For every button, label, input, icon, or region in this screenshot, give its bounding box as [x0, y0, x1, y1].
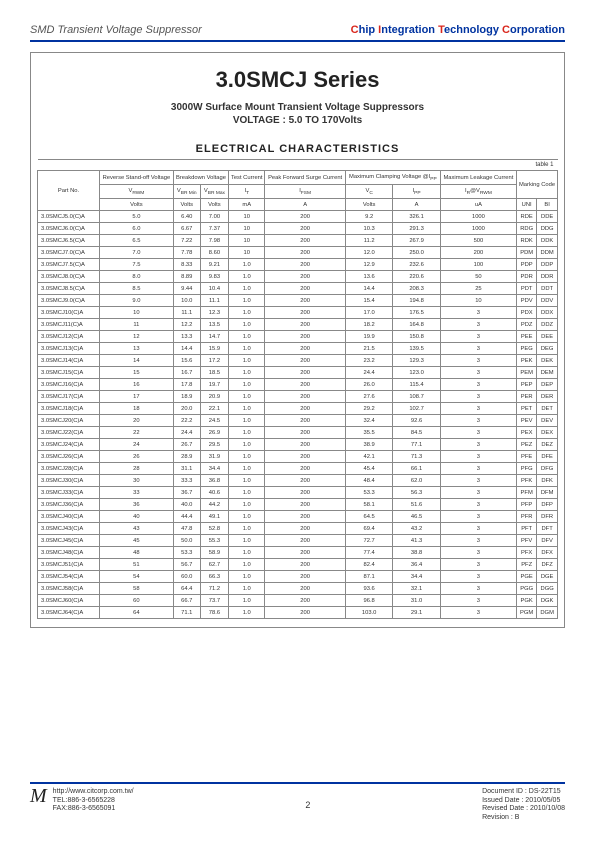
table-row: 3.0SMCJ7.0(C)A7.07.788.601020012.0250.02… [38, 247, 558, 259]
header-rule [30, 40, 565, 42]
cell-partno: 3.0SMCJ36(C)A [38, 499, 100, 511]
table-row: 3.0SMCJ6.5(C)A6.57.227.981020011.2267.95… [38, 235, 558, 247]
table-header-row: Part No. Reverse Stand-off Voltage Break… [38, 171, 558, 185]
cell-partno: 3.0SMCJ11(C)A [38, 319, 100, 331]
title-block: 3.0SMCJ Series 3000W Surface Mount Trans… [31, 53, 564, 137]
table-row: 3.0SMCJ26(C)A2628.931.91.020042.171.33PF… [38, 451, 558, 463]
col-reverse: Reverse Stand-off Voltage [100, 171, 174, 185]
table-row: 3.0SMCJ15(C)A1516.718.51.020024.4123.03P… [38, 367, 558, 379]
table-row: 3.0SMCJ17(C)A1718.920.91.020027.6108.73P… [38, 391, 558, 403]
table-row: 3.0SMCJ64(C)A6471.178.61.0200103.029.13P… [38, 607, 558, 619]
cell-partno: 3.0SMCJ40(C)A [38, 511, 100, 523]
table-row: 3.0SMCJ16(C)A1617.819.71.020026.0115.43P… [38, 379, 558, 391]
cell-partno: 3.0SMCJ6.0(C)A [38, 223, 100, 235]
table-row: 3.0SMCJ60(C)A6066.773.71.020096.831.03PG… [38, 595, 558, 607]
table-row: 3.0SMCJ33(C)A3336.740.61.020053.356.33PF… [38, 487, 558, 499]
header-company: Chip Integration Technology Corporation [351, 24, 565, 36]
cell-partno: 3.0SMCJ18(C)A [38, 403, 100, 415]
table-row: 3.0SMCJ51(C)A5156.762.71.020082.436.43PF… [38, 559, 558, 571]
content-box: 3.0SMCJ Series 3000W Surface Mount Trans… [30, 52, 565, 628]
table-row: 3.0SMCJ58(C)A5864.471.21.020093.632.13PG… [38, 583, 558, 595]
table-row: 3.0SMCJ14(C)A1415.617.21.020023.2129.33P… [38, 355, 558, 367]
cell-partno: 3.0SMCJ5.0(C)A [38, 211, 100, 223]
table-row: 3.0SMCJ18(C)A1820.022.11.020029.2102.73P… [38, 403, 558, 415]
cell-partno: 3.0SMCJ8.5(C)A [38, 283, 100, 295]
col-mark: Marking Code [517, 171, 558, 199]
cell-partno: 3.0SMCJ51(C)A [38, 559, 100, 571]
cell-partno: 3.0SMCJ24(C)A [38, 439, 100, 451]
cell-partno: 3.0SMCJ22(C)A [38, 427, 100, 439]
cell-partno: 3.0SMCJ17(C)A [38, 391, 100, 403]
table-row: 3.0SMCJ10(C)A1011.112.31.020017.0176.53P… [38, 307, 558, 319]
col-clamp: Maximum Clamping Voltage @IPP [345, 171, 440, 185]
header-left: SMD Transient Voltage Suppressor [30, 24, 202, 36]
table-row: 3.0SMCJ43(C)A4347.852.81.020069.443.23PF… [38, 523, 558, 535]
col-test: Test Current [229, 171, 265, 185]
table-row: 3.0SMCJ13(C)A1314.415.91.020021.5139.53P… [38, 343, 558, 355]
cell-partno: 3.0SMCJ15(C)A [38, 367, 100, 379]
col-breakdown: Breakdown Voltage [173, 171, 228, 185]
col-partno: Part No. [38, 171, 100, 211]
table-symbol-row: VRWM VBR Min VBR Max IT IFSM VC IPP IR@V… [38, 185, 558, 199]
table-row: 3.0SMCJ20(C)A2022.224.51.020032.492.63PE… [38, 415, 558, 427]
cell-partno: 3.0SMCJ58(C)A [38, 583, 100, 595]
cell-partno: 3.0SMCJ43(C)A [38, 523, 100, 535]
table-row: 3.0SMCJ8.5(C)A8.59.4410.41.020014.4208.3… [38, 283, 558, 295]
cell-partno: 3.0SMCJ60(C)A [38, 595, 100, 607]
col-peak: Peak Forward Surge Current [265, 171, 346, 185]
cell-partno: 3.0SMCJ10(C)A [38, 307, 100, 319]
subtitle: 3000W Surface Mount Transient Voltage Su… [41, 101, 554, 127]
table-label: table 1 [38, 160, 558, 171]
table-row: 3.0SMCJ28(C)A2831.134.41.020045.466.13PF… [38, 463, 558, 475]
table-row: 3.0SMCJ22(C)A2224.426.91.020035.584.53PE… [38, 427, 558, 439]
table-units-row: Volts Volts Volts mA A Volts A uA UNI BI [38, 199, 558, 211]
table-row: 3.0SMCJ36(C)A3640.044.21.020058.151.63PF… [38, 499, 558, 511]
table-row: 3.0SMCJ6.0(C)A6.06.677.371020010.3291.31… [38, 223, 558, 235]
footer-docinfo: Document ID : DS-22T15 Issued Date : 201… [482, 788, 565, 822]
footer-contact: http://www.citcorp.com.tw/ TEL:886-3-656… [53, 788, 134, 813]
cell-partno: 3.0SMCJ12(C)A [38, 331, 100, 343]
cell-partno: 3.0SMCJ16(C)A [38, 379, 100, 391]
cell-partno: 3.0SMCJ28(C)A [38, 463, 100, 475]
page-number: 2 [305, 800, 310, 810]
cell-partno: 3.0SMCJ33(C)A [38, 487, 100, 499]
cell-partno: 3.0SMCJ26(C)A [38, 451, 100, 463]
cell-partno: 3.0SMCJ54(C)A [38, 571, 100, 583]
characteristics-table: table 1 Part No. Reverse Stand-off Volta… [37, 159, 558, 619]
cell-partno: 3.0SMCJ6.5(C)A [38, 235, 100, 247]
section-heading: ELECTRICAL CHARACTERISTICS [31, 137, 564, 159]
cell-partno: 3.0SMCJ14(C)A [38, 355, 100, 367]
cell-partno: 3.0SMCJ7.0(C)A [38, 247, 100, 259]
table-row: 3.0SMCJ24(C)A2426.729.51.020038.977.13PE… [38, 439, 558, 451]
cell-partno: 3.0SMCJ64(C)A [38, 607, 100, 619]
table-row: 3.0SMCJ7.5(C)A7.58.339.211.020012.9232.6… [38, 259, 558, 271]
cell-partno: 3.0SMCJ13(C)A [38, 343, 100, 355]
col-leak: Maximum Leakage Current [440, 171, 516, 185]
table-row: 3.0SMCJ11(C)A1112.213.51.020018.2164.83P… [38, 319, 558, 331]
table-row: 3.0SMCJ45(C)A4550.055.31.020072.741.33PF… [38, 535, 558, 547]
table-wrap: table 1 Part No. Reverse Stand-off Volta… [31, 159, 564, 627]
table-row: 3.0SMCJ54(C)A5460.066.31.020087.134.43PG… [38, 571, 558, 583]
page-footer: M http://www.citcorp.com.tw/ TEL:886-3-6… [30, 782, 565, 822]
table-row: 3.0SMCJ48(C)A4853.358.91.020077.438.83PF… [38, 547, 558, 559]
table-row: 3.0SMCJ30(C)A3033.336.81.020048.462.03PF… [38, 475, 558, 487]
cell-partno: 3.0SMCJ8.0(C)A [38, 271, 100, 283]
logo: M [30, 788, 47, 804]
table-row: 3.0SMCJ12(C)A1213.314.71.020019.9150.83P… [38, 331, 558, 343]
cell-partno: 3.0SMCJ20(C)A [38, 415, 100, 427]
page-header: SMD Transient Voltage Suppressor Chip In… [30, 24, 565, 36]
main-title: 3.0SMCJ Series [41, 67, 554, 93]
cell-partno: 3.0SMCJ30(C)A [38, 475, 100, 487]
table-row: 3.0SMCJ40(C)A4044.449.11.020064.546.53PF… [38, 511, 558, 523]
cell-partno: 3.0SMCJ45(C)A [38, 535, 100, 547]
footer-left: M http://www.citcorp.com.tw/ TEL:886-3-6… [30, 788, 134, 822]
cell-partno: 3.0SMCJ9.0(C)A [38, 295, 100, 307]
cell-partno: 3.0SMCJ7.5(C)A [38, 259, 100, 271]
table-row: 3.0SMCJ9.0(C)A9.010.011.11.020015.4194.8… [38, 295, 558, 307]
table-row: 3.0SMCJ5.0(C)A5.06.407.00102009.2326.110… [38, 211, 558, 223]
cell-partno: 3.0SMCJ48(C)A [38, 547, 100, 559]
table-row: 3.0SMCJ8.0(C)A8.08.899.831.020013.6220.6… [38, 271, 558, 283]
